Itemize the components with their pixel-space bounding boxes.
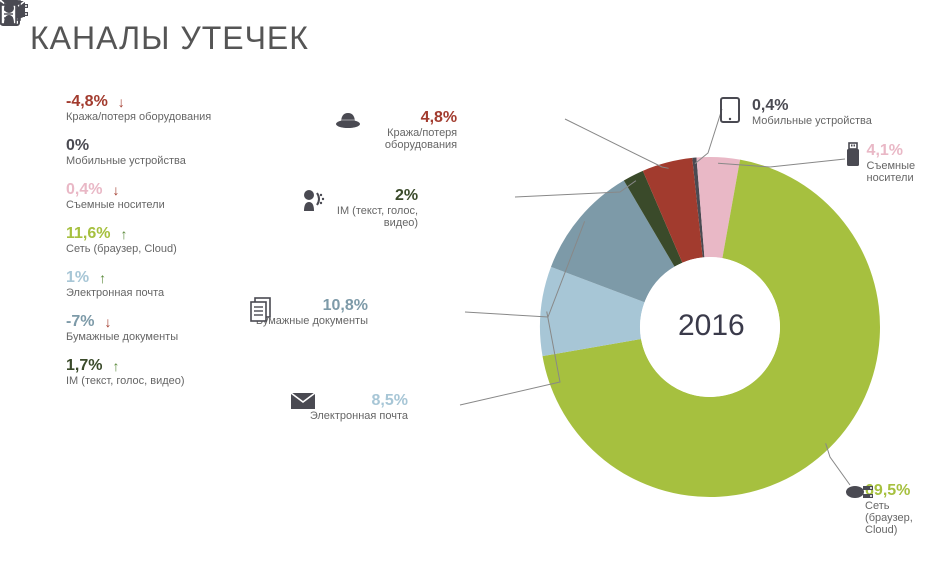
callout-label: Съемные носители: [867, 160, 926, 184]
legend-item: 0,4% ↓ Съемные носители: [30, 180, 290, 212]
usb-icon: [30, 180, 66, 212]
hat-icon: [30, 92, 66, 124]
trend-arrow: ↓: [112, 182, 119, 198]
legend-label: Съемные носители: [66, 199, 165, 211]
legend-label: IM (текст, голос, видео): [66, 375, 185, 387]
legend-pct: 1,7%: [66, 357, 102, 375]
server-icon: [845, 496, 859, 522]
legend-pct: -7%: [66, 313, 94, 331]
legend-pct: 0,4%: [66, 181, 102, 199]
legend-text: 1,7% ↑ IM (текст, голос, видео): [66, 357, 185, 387]
trend-arrow: ↑: [120, 226, 127, 242]
legend-item: 1% ↑ Электронная почта: [30, 268, 290, 300]
callout-theft: 4,8% Кража/потеря оборудования: [335, 109, 485, 151]
legend-label: Сеть (браузер, Cloud): [66, 243, 177, 255]
callout-pct: 4,1%: [867, 142, 926, 160]
hat-icon: [463, 117, 485, 143]
legend-item: 1,7% ↑ IM (текст, голос, видео): [30, 356, 290, 388]
callout-usb: 4,1% Съемные носители: [845, 142, 926, 184]
server-icon: [30, 224, 66, 256]
tablet-icon: [30, 136, 66, 168]
callout-label: Мобильные устройства: [752, 115, 872, 127]
legend-label: Электронная почта: [66, 287, 164, 299]
legend-text: 0,4% ↓ Съемные носители: [66, 181, 165, 211]
callout-im: 2% IM (текст, голос, видео): [300, 187, 450, 229]
legend-item: 11,6% ↑ Сеть (браузер, Cloud): [30, 224, 290, 256]
legend-item: 0% Мобильные устройства: [30, 136, 290, 168]
callout-pct: 8,5%: [310, 392, 408, 410]
legend-item: -4,8% ↓ Кража/потеря оборудования: [30, 92, 290, 124]
mail-icon: [30, 268, 66, 300]
page-title: КАНАЛЫ УТЕЧЕК: [30, 20, 906, 57]
center-year: 2016: [678, 309, 745, 343]
legend-pct: -4,8%: [66, 93, 108, 111]
callout-label: Сеть (браузер, Cloud): [865, 500, 925, 536]
callout-mobile: 0,4% Мобильные устройства: [720, 97, 872, 127]
body: -4,8% ↓ Кража/потеря оборудования 0% Моб…: [30, 87, 906, 527]
callout-net: 69,5% Сеть (браузер, Cloud): [845, 482, 925, 536]
legend-label: Мобильные устройства: [66, 155, 186, 167]
legend-text: -7% ↓ Бумажные документы: [66, 313, 178, 343]
legend-text: 11,6% ↑ Сеть (браузер, Cloud): [66, 225, 177, 255]
legend-text: 0% Мобильные устройства: [66, 137, 186, 167]
leader-mobile: [695, 109, 722, 164]
tablet-icon: [720, 99, 746, 125]
doc-icon: [30, 312, 66, 344]
callout-pct: 0,4%: [752, 97, 872, 115]
donut-chart: 2016 0,4% Мобильные устройства 4,1% Съем…: [290, 87, 906, 527]
mail-icon: [414, 394, 440, 420]
legend-pct: 1%: [66, 269, 89, 287]
legend-label: Бумажные документы: [66, 331, 178, 343]
legend-label: Кража/потеря оборудования: [66, 111, 211, 123]
leader-theft: [565, 119, 669, 168]
voice-icon: [424, 195, 450, 221]
doc-icon: [374, 299, 400, 325]
legend-pct: 0%: [66, 137, 89, 155]
callout-paper: 10,8% Бумажные документы: [250, 297, 400, 327]
legend-pct: 11,6%: [66, 225, 110, 243]
legend-text: 1% ↑ Электронная почта: [66, 269, 164, 299]
trend-arrow: ↓: [118, 94, 125, 110]
voice-icon: [30, 356, 66, 388]
leader-net: [826, 443, 850, 485]
trend-arrow: ↑: [112, 358, 119, 374]
callout-label: Электронная почта: [310, 410, 408, 422]
trend-arrow: ↓: [104, 314, 111, 330]
callout-mail: 8,5% Электронная почта: [290, 392, 440, 422]
trend-arrow: ↑: [99, 270, 106, 286]
legend-text: -4,8% ↓ Кража/потеря оборудования: [66, 93, 211, 123]
usb-icon: [845, 150, 861, 176]
